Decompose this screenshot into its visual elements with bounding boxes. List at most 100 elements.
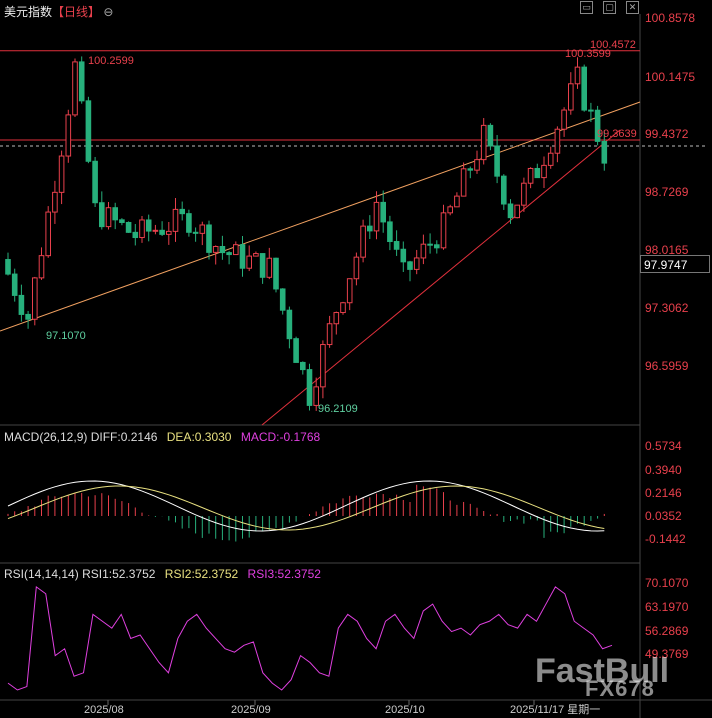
minimize-icon[interactable]: ▭ — [580, 1, 593, 14]
price-tick-label: 98.0165 — [645, 243, 689, 257]
candle-body — [300, 361, 306, 371]
candle-body — [568, 83, 574, 111]
annotation-low: 96.2109 — [318, 403, 358, 415]
candle-body — [527, 167, 534, 184]
candle-body — [434, 244, 440, 249]
rsi-line — [7, 585, 613, 691]
candle-body — [547, 152, 554, 166]
price-tick-label: 98.7269 — [645, 185, 689, 199]
candle-body — [507, 203, 514, 219]
candle-body — [601, 140, 608, 164]
candle-body — [11, 273, 18, 296]
candle-body — [199, 224, 206, 234]
candle-body — [501, 175, 507, 205]
candle-body — [132, 231, 139, 239]
candle-body — [474, 159, 480, 171]
candle-body — [413, 257, 420, 270]
annotation-high: 100.3599 — [565, 48, 611, 60]
macd-diff: DIFF:0.2146 — [90, 430, 158, 444]
rsi-tick-label: 49.3769 — [645, 647, 689, 661]
macd-label: MACD(26,12,9) — [4, 430, 88, 444]
annotation-line-value: 100.4572 — [590, 39, 636, 51]
candle-body — [427, 243, 433, 246]
macd-value: MACD:-0.1768 — [240, 430, 321, 444]
close-icon[interactable]: ✕ — [626, 1, 639, 14]
candle-body — [400, 248, 407, 263]
candle-body — [447, 206, 453, 214]
watermark-brand: FastBull — [535, 652, 670, 690]
candle-body — [139, 219, 145, 239]
macd-dea: DEA:0.3030 — [166, 430, 232, 444]
chart-title: 美元指数【日线】 ⊖ — [4, 3, 113, 20]
rsi-legend: RSI(14,14,14) RSI1:52.3752 RSI2:52.3752 … — [4, 567, 321, 581]
candle-body — [346, 278, 353, 304]
candle-body — [166, 230, 172, 235]
candle-body — [119, 219, 125, 223]
trend-line — [0, 101, 641, 332]
candle-body — [38, 255, 45, 279]
candle-body — [286, 309, 293, 340]
price-tick-label: 100.1475 — [645, 70, 695, 84]
rsi-label: RSI(14,14,14) — [4, 567, 79, 581]
candle-body — [574, 66, 581, 85]
macd-tick-label: 0.5734 — [645, 439, 682, 453]
rsi3-value: RSI3:52.3752 — [247, 567, 321, 581]
date-tick-label: 2025/10 — [385, 704, 425, 716]
macd-legend: MACD(26,12,9) DIFF:0.2146 DEA:0.3030 MAC… — [4, 430, 320, 444]
candle-body — [159, 229, 165, 235]
candle-body — [239, 244, 246, 269]
candle-body — [45, 211, 52, 257]
candle-body — [85, 100, 92, 162]
candle-body — [521, 182, 527, 206]
candle-body — [541, 164, 547, 179]
candle-body — [480, 124, 487, 161]
symbol-name: 美元指数 — [4, 5, 53, 19]
candle-body — [172, 208, 179, 232]
candle-body — [293, 338, 299, 363]
date-tick-label: 2025/08 — [84, 704, 124, 716]
macd-tick-label: -0.1442 — [645, 532, 686, 546]
candle-body — [253, 253, 259, 257]
macd-tick-label: 0.2146 — [645, 486, 682, 500]
circle-settings-icon[interactable]: ⊖ — [103, 5, 114, 19]
candle-body — [514, 204, 521, 219]
candle-body — [353, 256, 360, 280]
candle-body — [534, 167, 541, 179]
macd-diff-line — [7, 480, 605, 532]
period-label[interactable]: 【日线】 — [52, 5, 101, 19]
candle-body — [179, 208, 185, 215]
candle-body — [594, 109, 601, 142]
candle-body — [333, 312, 340, 325]
candle-body — [581, 66, 588, 111]
candle-body — [487, 124, 494, 147]
candle-body — [467, 168, 474, 171]
candle-body — [420, 243, 427, 259]
candle-body — [460, 168, 467, 197]
candle-body — [145, 219, 152, 232]
candle-body — [494, 145, 500, 177]
candle-body — [78, 61, 85, 102]
candle-body — [360, 225, 366, 258]
candle-body — [320, 344, 326, 388]
candle-body — [306, 369, 313, 406]
date-tick-label: 2025/11/17 星期一 — [510, 703, 600, 716]
candle-body — [561, 109, 567, 130]
candle-body — [454, 195, 460, 208]
candle-body — [273, 257, 279, 290]
candle-body — [32, 277, 38, 320]
annotation-low: 97.1070 — [46, 330, 86, 342]
candle-body — [92, 160, 98, 204]
candle-body — [226, 252, 232, 256]
annotation-line-value: 99.3639 — [597, 128, 637, 140]
candle-body — [219, 246, 226, 254]
annotation-high: 100.2599 — [88, 55, 134, 67]
candle-body — [212, 246, 219, 253]
macd-dea-line — [7, 485, 605, 531]
macd-tick-label: 0.0352 — [645, 509, 682, 523]
candle-body — [279, 288, 286, 311]
price-tick-label: 99.4372 — [645, 127, 689, 141]
rsi2-value: RSI2:52.3752 — [164, 567, 239, 581]
current-price-tag: 97.9747 — [640, 255, 710, 273]
restore-icon[interactable]: ▢ — [603, 1, 616, 14]
candle-body — [206, 224, 212, 253]
